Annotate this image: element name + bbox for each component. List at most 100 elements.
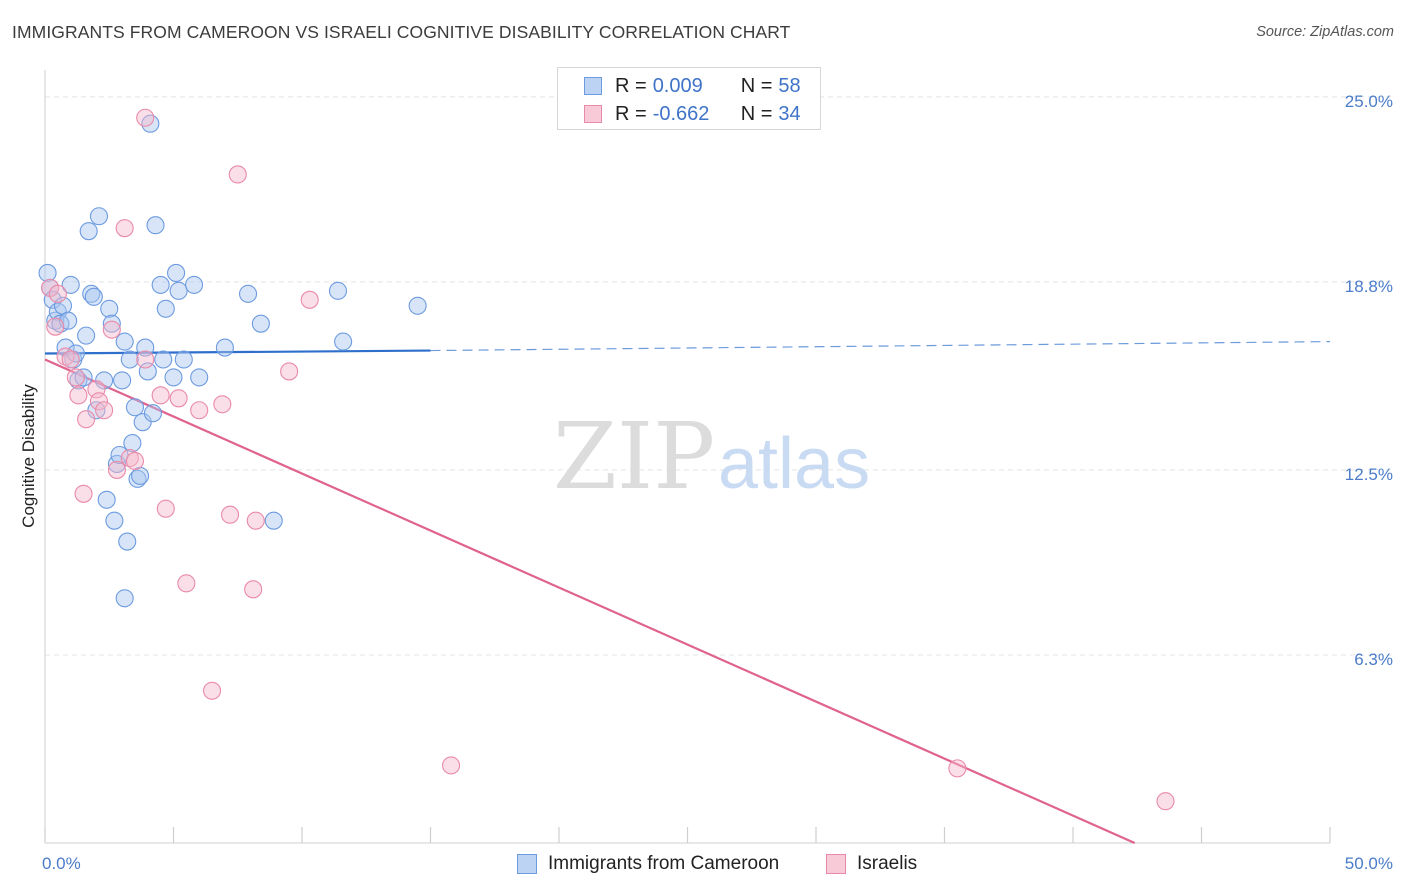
point-cameroon — [328, 281, 348, 300]
point-cameroon — [174, 350, 193, 369]
point-cameroon — [77, 326, 96, 345]
y-axis-label: Cognitive Disability — [19, 384, 38, 528]
point-cameroon — [151, 275, 170, 294]
series-name-israelis: Israelis — [857, 853, 918, 874]
point-israeli — [95, 401, 114, 420]
y-tick-label: 6.3% — [1354, 650, 1393, 669]
point-cameroon — [156, 299, 175, 318]
point-israeli — [136, 108, 155, 127]
legend-swatch-blue — [584, 77, 602, 95]
point-israeli — [61, 350, 80, 369]
point-cameroon — [110, 445, 129, 465]
legend-row-israelis: R = -0.662 N = 34 — [584, 102, 801, 126]
point-israeli — [280, 362, 299, 381]
point-israeli — [87, 380, 106, 399]
point-israeli — [300, 290, 319, 309]
y-tick-label: 25.0% — [1345, 92, 1393, 111]
series-legend-cameroon: Immigrants from Cameroon — [517, 852, 779, 876]
point-cameroon — [48, 302, 67, 321]
point-israeli — [89, 392, 109, 411]
point-cameroon — [169, 281, 188, 300]
point-israeli — [156, 499, 175, 518]
legend-r-label: R = — [615, 74, 647, 97]
point-cameroon — [125, 398, 144, 417]
point-cameroon — [408, 296, 427, 315]
point-israeli — [246, 511, 265, 530]
point-cameroon — [141, 114, 160, 133]
point-israeli — [46, 317, 65, 336]
x-tick-label: 50.0% — [1345, 854, 1393, 873]
point-cameroon — [84, 287, 103, 306]
legend-n-label: N = — [740, 74, 773, 97]
point-cameroon — [113, 371, 132, 390]
point-cameroon — [79, 222, 98, 241]
legend-r-value: 0.009 — [652, 74, 703, 97]
trend-line-israelis — [44, 358, 1136, 845]
legend-r-value: -0.662 — [652, 102, 710, 125]
legend-n-value: 34 — [778, 102, 801, 125]
point-israeli — [1156, 792, 1175, 811]
point-cameroon — [115, 332, 134, 351]
point-cameroon — [154, 350, 173, 369]
point-cameroon — [118, 532, 137, 551]
point-cameroon — [43, 290, 62, 309]
point-cameroon — [164, 368, 183, 387]
point-israeli — [244, 580, 263, 599]
point-israeli — [102, 320, 121, 339]
point-israeli — [203, 681, 222, 700]
point-israeli — [69, 386, 88, 405]
point-cameroon — [38, 263, 57, 282]
stats-legend: R = 0.009 N = 58 R = -0.662 N = 34 — [557, 67, 821, 130]
trend-line-cameroon — [44, 349, 431, 355]
x-tick-label: 0.0% — [42, 854, 81, 873]
point-israeli — [220, 505, 240, 524]
point-cameroon — [102, 314, 121, 333]
point-cameroon — [133, 413, 152, 432]
point-cameroon — [128, 469, 147, 488]
point-cameroon — [82, 284, 101, 303]
point-cameroon — [167, 263, 186, 282]
point-cameroon — [66, 344, 85, 363]
point-cameroon — [264, 511, 283, 530]
point-cameroon — [251, 314, 270, 333]
point-cameroon — [115, 589, 134, 608]
trend-lines — [44, 340, 1331, 845]
y-tick-label: 18.8% — [1345, 277, 1393, 296]
point-israeli — [107, 460, 127, 479]
y-tick-label: 12.5% — [1345, 465, 1393, 484]
point-israeli — [442, 756, 461, 775]
legend-n-label: N = — [740, 102, 773, 125]
point-israeli — [115, 219, 134, 238]
point-cameroon — [61, 275, 80, 294]
point-cameroon — [105, 511, 124, 530]
point-cameroon — [215, 338, 234, 357]
point-cameroon — [89, 207, 109, 226]
series-swatch-blue — [517, 854, 537, 874]
trend-line-cameroon-extension — [430, 340, 1331, 352]
point-cameroon — [74, 368, 93, 387]
watermark-atlas: atlas — [718, 424, 870, 504]
axes — [44, 70, 1331, 844]
point-israeli — [120, 448, 139, 468]
data-points — [38, 108, 1175, 811]
legend-r-label: R = — [615, 102, 647, 125]
point-cameroon — [123, 434, 142, 453]
grid-lines — [45, 96, 1392, 656]
point-cameroon — [120, 350, 139, 369]
point-cameroon — [190, 368, 209, 387]
legend-n-value: 58 — [778, 74, 801, 97]
point-cameroon — [138, 362, 157, 381]
chart-title: IMMIGRANTS FROM CAMEROON VS ISRAELI COGN… — [12, 22, 791, 42]
point-cameroon — [69, 371, 88, 390]
point-cameroon — [143, 404, 162, 423]
tick-labels: 6.3% 12.5% 18.8% 25.0% 0.0% 50.0% — [42, 92, 1393, 873]
point-israeli — [948, 759, 967, 778]
legend-row-cameroon: R = 0.009 N = 58 — [584, 74, 801, 98]
point-cameroon — [238, 284, 258, 303]
point-israeli — [77, 410, 96, 429]
point-cameroon — [100, 299, 119, 318]
point-cameroon — [146, 216, 165, 235]
watermark-zip: ZIP — [553, 403, 715, 510]
point-israeli — [228, 165, 247, 184]
